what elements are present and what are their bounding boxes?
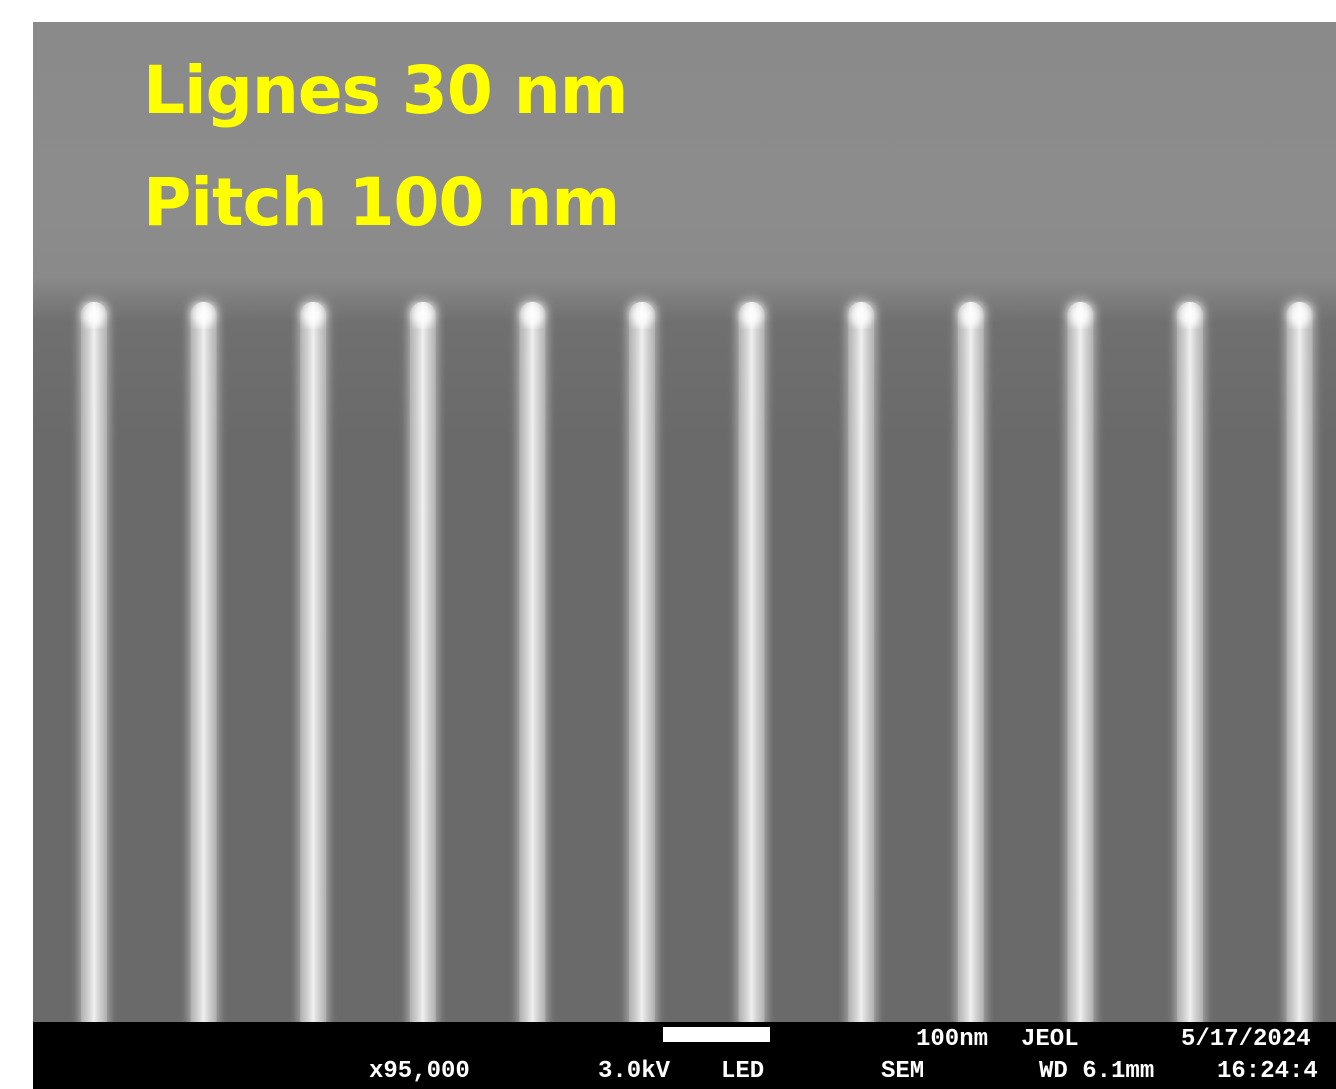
mode-label: SEM xyxy=(881,1058,925,1085)
resist-line xyxy=(190,302,217,1022)
resist-line-tip xyxy=(83,303,105,327)
detector-label: LED xyxy=(721,1058,765,1085)
resist-line xyxy=(409,302,436,1022)
resist-line-tip xyxy=(1179,303,1201,327)
magnification-label: x95,000 xyxy=(369,1058,470,1085)
scale-label: 100nm xyxy=(916,1026,989,1053)
brand-label: JEOL xyxy=(1021,1026,1079,1053)
resist-line-tip xyxy=(1069,303,1092,327)
resist-line xyxy=(738,302,765,1022)
sem-micrograph: Lignes 30 nm Pitch 100 nm 100nm JEOL 5/1… xyxy=(33,22,1336,1089)
scale-bar xyxy=(663,1027,770,1042)
caption-pitch: Pitch 100 nm xyxy=(143,164,620,241)
resist-line xyxy=(519,302,546,1022)
resist-line-tip xyxy=(631,303,653,327)
resist-line-tip xyxy=(521,303,544,327)
resist-line xyxy=(629,302,655,1022)
caption-line-width: Lignes 30 nm xyxy=(143,52,629,129)
resist-line xyxy=(1286,302,1313,1022)
working-distance-label: WD 6.1mm xyxy=(1039,1058,1155,1085)
resist-line xyxy=(957,302,984,1022)
time-label: 16:24:4 xyxy=(1217,1058,1318,1085)
resist-line-tip xyxy=(1288,303,1311,327)
resist-line xyxy=(1177,302,1203,1022)
resist-line-tip xyxy=(302,303,325,327)
date-label: 5/17/2024 xyxy=(1181,1026,1311,1053)
line-pattern xyxy=(78,297,1316,1022)
resist-line-tip xyxy=(740,303,763,327)
resist-line-tip xyxy=(411,303,434,327)
resist-line xyxy=(300,302,327,1022)
resist-line-tip xyxy=(959,303,982,327)
sem-image-area: Lignes 30 nm Pitch 100 nm xyxy=(33,22,1336,1022)
resist-line xyxy=(1067,302,1094,1022)
resist-line-tip xyxy=(192,303,215,327)
resist-line xyxy=(848,302,875,1022)
sem-data-bar: 100nm JEOL 5/17/2024 x95,000 3.0kV LED S… xyxy=(33,1022,1336,1089)
resist-line-tip xyxy=(850,303,873,327)
resist-line xyxy=(81,302,107,1022)
voltage-label: 3.0kV xyxy=(598,1058,671,1085)
